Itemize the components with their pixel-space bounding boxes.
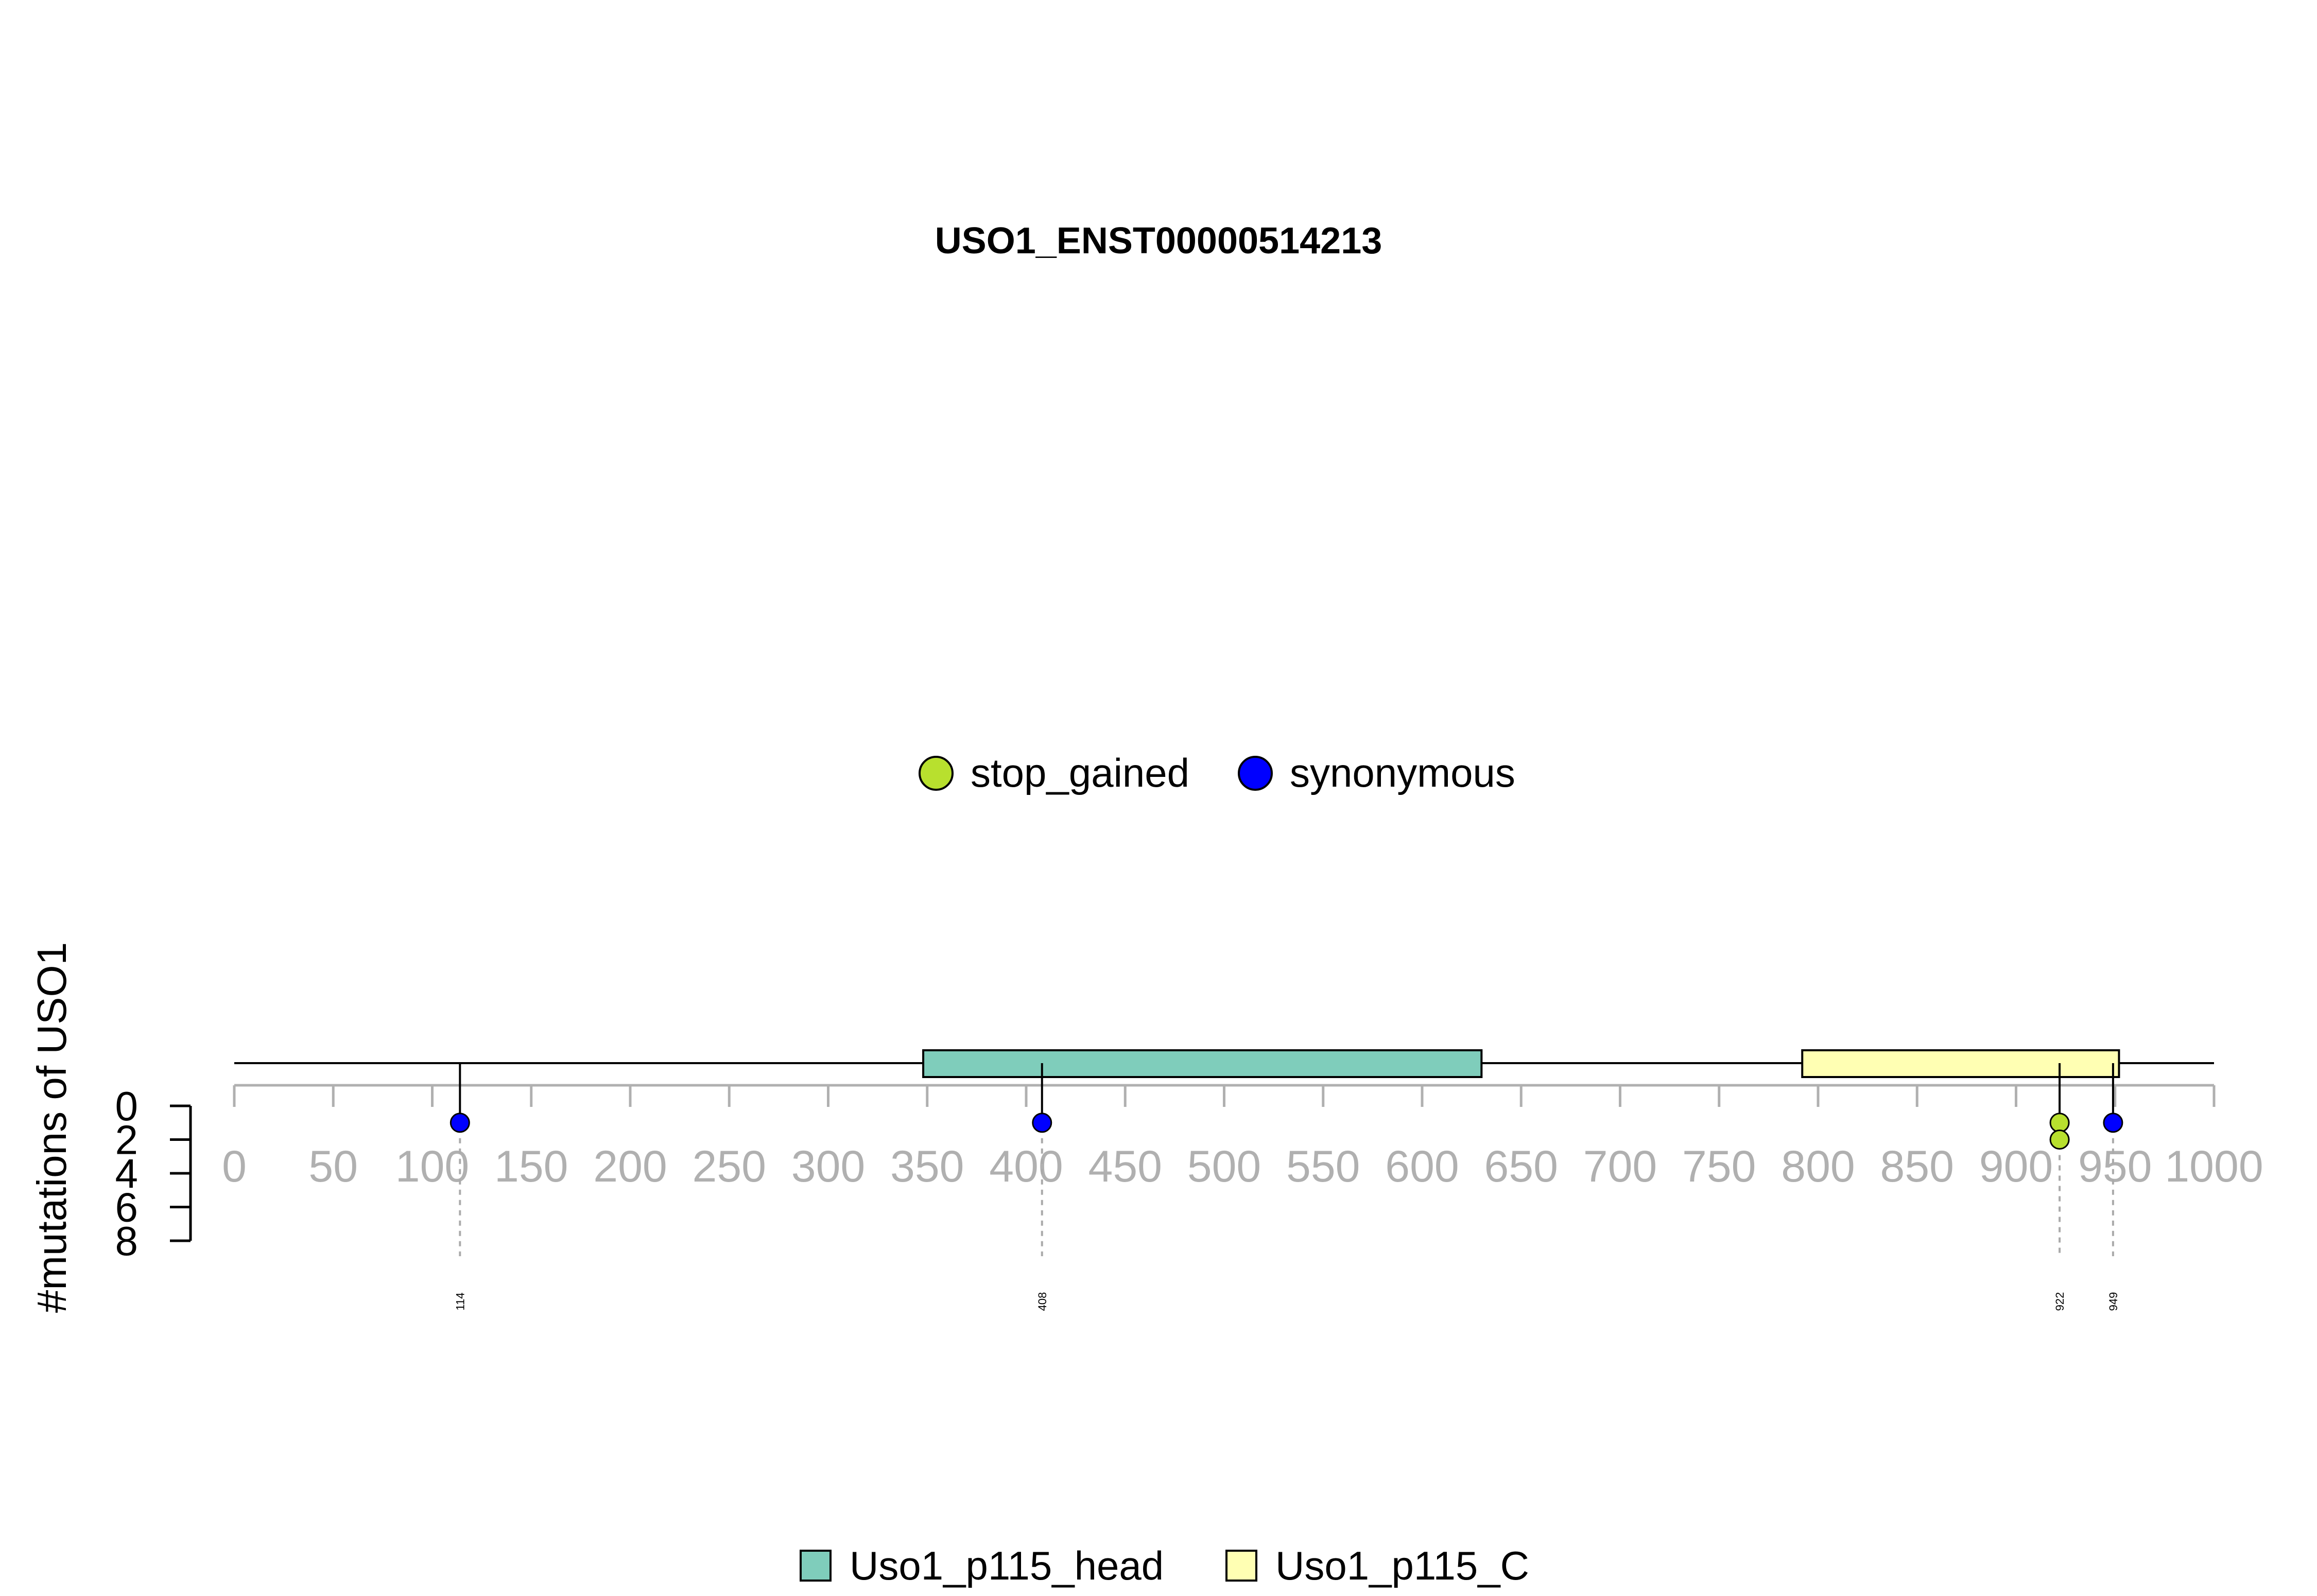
domain-box-Uso1_p115_head (922, 1049, 1483, 1078)
domain-legend-swatch-Uso1_p115_head (800, 1550, 832, 1582)
domain-legend-label-Uso1_p115_C: Uso1_p115_C (1275, 1543, 1529, 1588)
y-tick-label-0: 0 (115, 1083, 139, 1129)
x-tick-label-650: 650 (1484, 1142, 1559, 1191)
x-tick-label-50: 50 (308, 1142, 358, 1191)
x-tick-label-200: 200 (593, 1142, 667, 1191)
x-tick-label-900: 900 (1979, 1142, 2053, 1191)
y-axis-label: #mutations of USO1 (29, 942, 75, 1313)
legend-marker-stop_gained (919, 756, 954, 791)
x-tick-label-250: 250 (693, 1142, 767, 1191)
point-408-0 (1032, 1113, 1052, 1133)
x-tick-label-100: 100 (395, 1142, 470, 1191)
position-label-114: 114 (454, 1292, 466, 1310)
domain-legend-label-Uso1_p115_head: Uso1_p115_head (850, 1543, 1164, 1588)
legend-label-stop_gained: stop_gained (971, 750, 1189, 795)
x-tick-label-400: 400 (989, 1142, 1063, 1191)
x-tick-label-950: 950 (2078, 1142, 2152, 1191)
domain-box-Uso1_p115_C (1801, 1049, 2120, 1078)
x-tick-label-1000: 1000 (2165, 1142, 2263, 1191)
x-tick-label-850: 850 (1880, 1142, 1955, 1191)
y-tick-label-4: 4 (115, 1151, 139, 1196)
x-tick-label-500: 500 (1187, 1142, 1261, 1191)
legend-marker-synonymous (1238, 756, 1273, 791)
protein-track (234, 1049, 2214, 1078)
x-axis: 0 50 100 150 200 250 300 350 400 450 500 550 600 650 7… (222, 1084, 2263, 1191)
point-922-0 (2049, 1113, 2070, 1133)
position-label-922: 922 (2053, 1292, 2066, 1311)
x-tick-label-0: 0 (222, 1142, 247, 1191)
position-label-408: 408 (1036, 1292, 1049, 1311)
x-tick-label-600: 600 (1385, 1142, 1459, 1191)
point-114-0 (449, 1113, 470, 1133)
position-label-949: 949 (2107, 1292, 2120, 1311)
lollipops: 114 408 922 949 (449, 1063, 2123, 1311)
x-tick-label-700: 700 (1583, 1142, 1657, 1191)
domain-legend: Uso1_p115_head Uso1_p115_C (800, 1543, 1529, 1588)
domain-legend-swatch-Uso1_p115_C (1225, 1550, 1257, 1582)
y-tick-label-2: 2 (115, 1117, 139, 1163)
x-tick-label-300: 300 (791, 1142, 866, 1191)
x-tick-label-750: 750 (1682, 1142, 1756, 1191)
legend-label-synonymous: synonymous (1290, 750, 1515, 795)
x-tick-label-800: 800 (1781, 1142, 1855, 1191)
point-922-1 (2049, 1130, 2070, 1150)
x-tick-label-550: 550 (1286, 1142, 1360, 1191)
point-949-0 (2103, 1113, 2123, 1133)
y-tick-label-8: 8 (115, 1218, 139, 1264)
x-tick-label-450: 450 (1088, 1142, 1163, 1191)
chart-title: USO1_ENST00000514213 (935, 220, 1382, 262)
y-tick-label-6: 6 (115, 1185, 139, 1230)
mutation-class-legend: stop_gained synonymous (919, 750, 1515, 795)
x-tick-label-350: 350 (890, 1142, 964, 1191)
x-tick-label-150: 150 (494, 1142, 568, 1191)
